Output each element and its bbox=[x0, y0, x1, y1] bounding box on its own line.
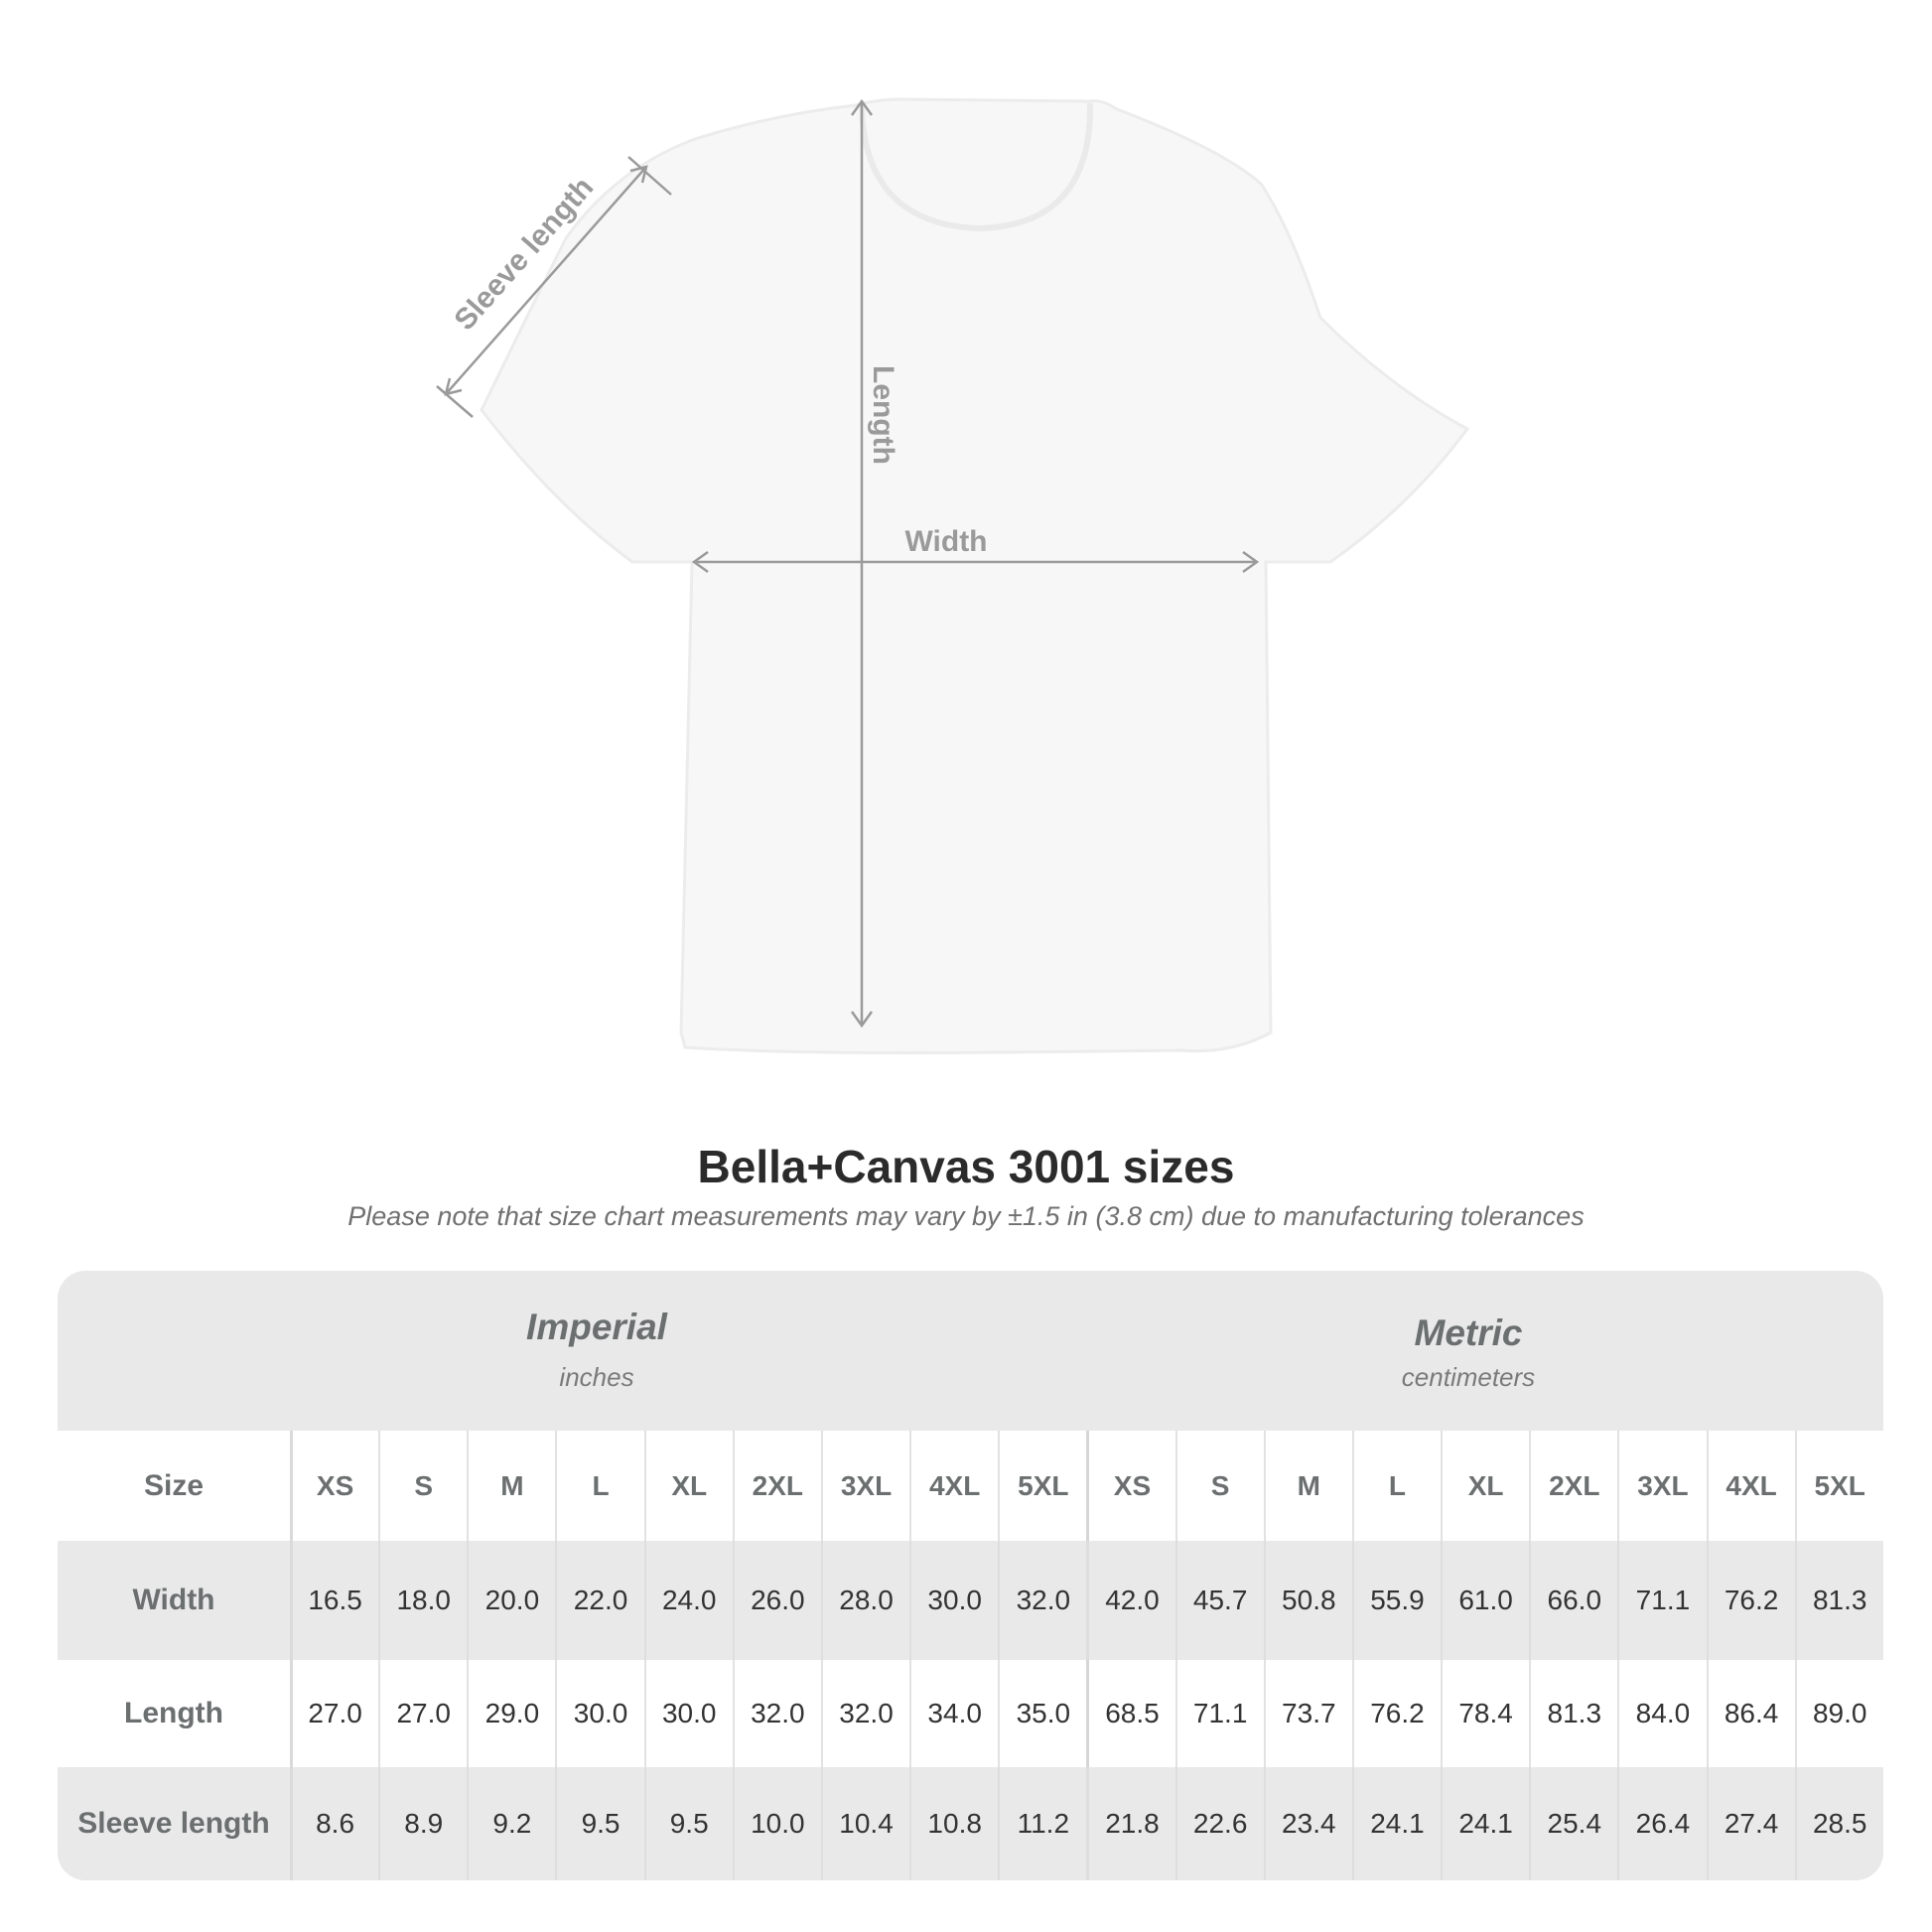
value-cell: 71.1 bbox=[1617, 1541, 1706, 1660]
value-cell: 10.0 bbox=[732, 1767, 821, 1880]
value-cell: 45.7 bbox=[1174, 1541, 1264, 1660]
size-header-cell: 4XL bbox=[909, 1431, 998, 1541]
value-cell: 25.4 bbox=[1529, 1767, 1617, 1880]
length-label: Length bbox=[867, 365, 899, 465]
row-label: Size bbox=[143, 1468, 205, 1502]
tolerance-note: Please note that size chart measurements… bbox=[347, 1201, 1585, 1231]
size-header-cell: XL bbox=[643, 1431, 733, 1541]
value-cell: 34.0 bbox=[909, 1660, 998, 1767]
value-cell: 8.6 bbox=[290, 1767, 378, 1880]
metric-header: Metric centimeters bbox=[1220, 1312, 1717, 1393]
value-cell: 76.2 bbox=[1706, 1541, 1795, 1660]
value-cell: 78.4 bbox=[1441, 1660, 1529, 1767]
row-label: Width bbox=[132, 1584, 215, 1616]
value-cell: 55.9 bbox=[1351, 1541, 1441, 1660]
imperial-label: Imperial bbox=[526, 1307, 667, 1347]
collar bbox=[859, 102, 1094, 232]
value-cell: 27.4 bbox=[1706, 1767, 1795, 1880]
table-row: Width 16.5 18.0 20.0 22.0 24.0 26.0 28.0 30.0 32.… bbox=[58, 1541, 1883, 1660]
value-cell: 24.1 bbox=[1351, 1767, 1441, 1880]
value-cell: 16.5 bbox=[290, 1541, 378, 1660]
value-cell: 28.5 bbox=[1794, 1767, 1883, 1880]
value-cell: 71.1 bbox=[1174, 1660, 1264, 1767]
value-cell: 26.0 bbox=[732, 1541, 821, 1660]
size-header-cell: XS bbox=[290, 1431, 378, 1541]
metric-label: Metric bbox=[1414, 1312, 1523, 1353]
value-cell: 73.7 bbox=[1263, 1660, 1352, 1767]
value-cell: 9.5 bbox=[643, 1767, 733, 1880]
value-cell: 24.0 bbox=[643, 1541, 733, 1660]
value-cell: 11.2 bbox=[998, 1767, 1086, 1880]
value-cell: 26.4 bbox=[1617, 1767, 1706, 1880]
value-cell: 81.3 bbox=[1794, 1541, 1883, 1660]
value-cell: 32.0 bbox=[732, 1660, 821, 1767]
value-cell: 42.0 bbox=[1086, 1541, 1174, 1660]
value-cell: 30.0 bbox=[909, 1541, 998, 1660]
value-cell: 9.2 bbox=[467, 1767, 555, 1880]
value-cell: 29.0 bbox=[467, 1660, 555, 1767]
value-cell: 22.0 bbox=[555, 1541, 643, 1660]
row-label: Length bbox=[124, 1697, 223, 1729]
value-cell: 28.0 bbox=[820, 1541, 909, 1660]
size-header-cell: 4XL bbox=[1706, 1431, 1795, 1541]
metric-unit: centimeters bbox=[1401, 1362, 1536, 1392]
value-cell: 21.8 bbox=[1086, 1767, 1174, 1880]
page-title: Bella+Canvas 3001 sizes bbox=[697, 1141, 1235, 1192]
value-cell: 32.0 bbox=[820, 1660, 909, 1767]
value-cell: 9.5 bbox=[555, 1767, 643, 1880]
value-cell: 76.2 bbox=[1351, 1660, 1441, 1767]
size-header-cell: S bbox=[378, 1431, 467, 1541]
imperial-unit: inches bbox=[559, 1362, 634, 1392]
size-header-cell: 2XL bbox=[1529, 1431, 1617, 1541]
value-cell: 61.0 bbox=[1441, 1541, 1529, 1660]
value-cell: 18.0 bbox=[378, 1541, 467, 1660]
value-cell: 68.5 bbox=[1086, 1660, 1174, 1767]
label-divider bbox=[290, 1431, 293, 1880]
value-cell: 8.9 bbox=[378, 1767, 467, 1880]
size-header-cell: M bbox=[467, 1431, 555, 1541]
table-row: Length 27.0 27.0 29.0 30.0 30.0 32.0 32.0 34.0 35… bbox=[58, 1660, 1883, 1767]
size-header-cell: XS bbox=[1086, 1431, 1174, 1541]
size-table: Imperial inches Metric centimeters Size X… bbox=[58, 1271, 1883, 1880]
value-cell: 30.0 bbox=[555, 1660, 643, 1767]
tshirt-image bbox=[480, 97, 1470, 1054]
value-cell: 86.4 bbox=[1706, 1660, 1795, 1767]
value-cell: 10.4 bbox=[820, 1767, 909, 1880]
value-cell: 23.4 bbox=[1263, 1767, 1352, 1880]
value-cell: 20.0 bbox=[467, 1541, 555, 1660]
size-header-cell: 5XL bbox=[998, 1431, 1086, 1541]
size-header-cell: S bbox=[1174, 1431, 1264, 1541]
value-cell: 27.0 bbox=[290, 1660, 378, 1767]
table-row: Sleeve length 8.6 8.9 9.2 9.5 9.5 10.0 10.4 10.8… bbox=[58, 1767, 1883, 1880]
value-cell: 27.0 bbox=[378, 1660, 467, 1767]
size-header-cell: M bbox=[1263, 1431, 1352, 1541]
sleeve-arrow bbox=[445, 166, 647, 395]
imperial-header: Imperial inches bbox=[348, 1307, 845, 1393]
value-cell: 89.0 bbox=[1794, 1660, 1883, 1767]
value-cell: 50.8 bbox=[1263, 1541, 1352, 1660]
size-header-cell: L bbox=[555, 1431, 643, 1541]
tshirt-diagram: Sleeve length Length Width bbox=[436, 97, 1470, 1054]
value-cell: 30.0 bbox=[643, 1660, 733, 1767]
value-cell: 22.6 bbox=[1174, 1767, 1264, 1880]
size-header-cell: 3XL bbox=[1617, 1431, 1706, 1541]
size-header-cell: XL bbox=[1441, 1431, 1529, 1541]
value-cell: 10.8 bbox=[909, 1767, 998, 1880]
size-header-cell: L bbox=[1351, 1431, 1441, 1541]
value-cell: 66.0 bbox=[1529, 1541, 1617, 1660]
table-header-band bbox=[58, 1271, 1883, 1431]
value-cell: 81.3 bbox=[1529, 1660, 1617, 1767]
size-header-cell: 3XL bbox=[820, 1431, 909, 1541]
value-cell: 35.0 bbox=[998, 1660, 1086, 1767]
row-label: Sleeve length bbox=[77, 1807, 270, 1840]
size-header-row: Size XS S M L XL 2XL 3XL 4XL 5XL XS S M L XL 2XL 3XL 4XL 5… bbox=[58, 1431, 1883, 1541]
size-header-cell: 5XL bbox=[1794, 1431, 1883, 1541]
value-cell: 32.0 bbox=[998, 1541, 1086, 1660]
value-cell: 84.0 bbox=[1617, 1660, 1706, 1767]
width-label: Width bbox=[904, 525, 987, 558]
value-cell: 24.1 bbox=[1441, 1767, 1529, 1880]
size-header-cell: 2XL bbox=[732, 1431, 821, 1541]
